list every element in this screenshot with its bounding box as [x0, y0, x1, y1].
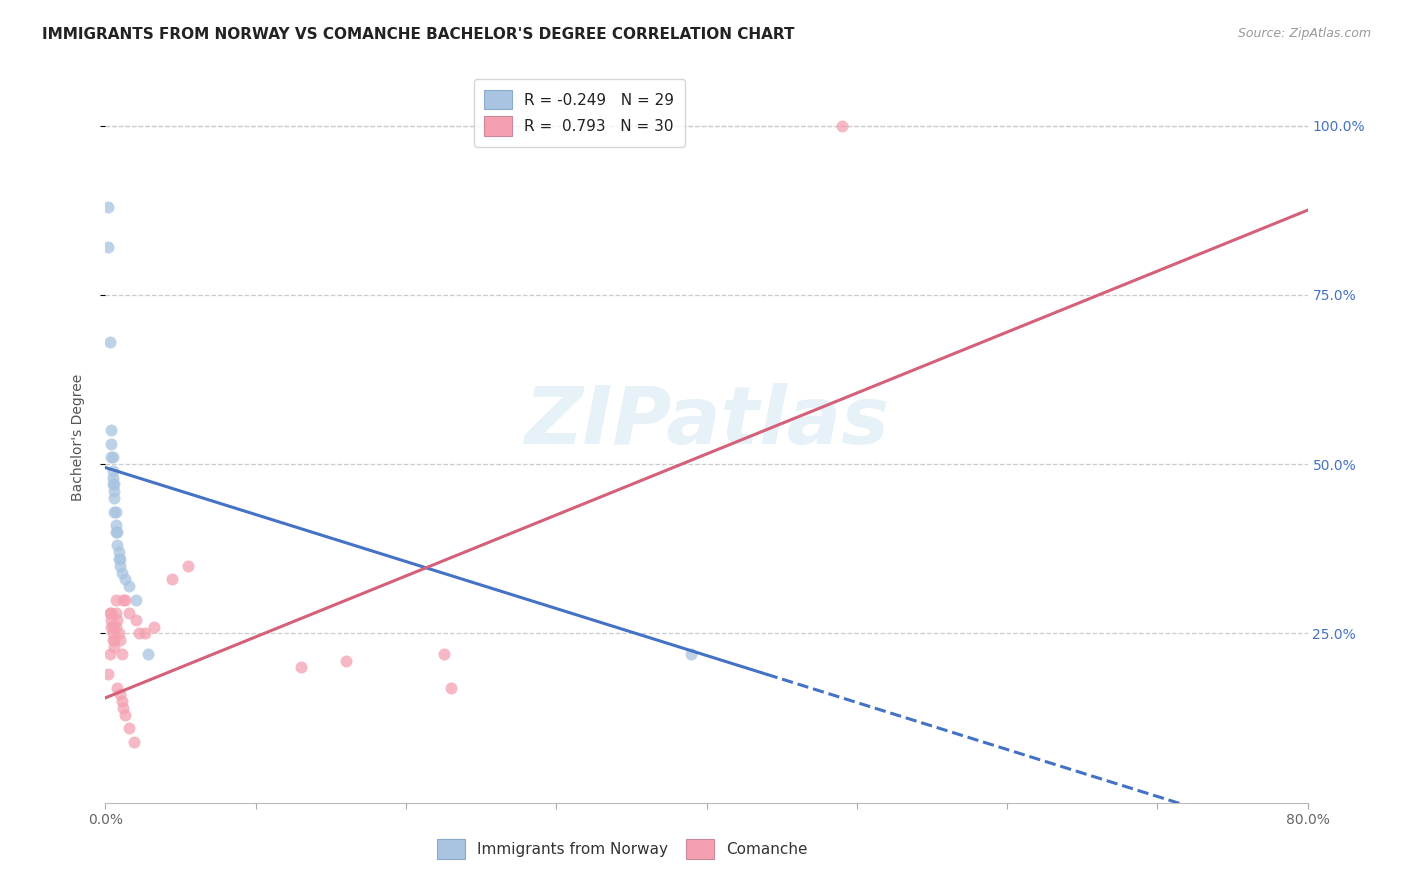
Y-axis label: Bachelor's Degree: Bachelor's Degree [70, 374, 84, 500]
Point [104, 606, 127, 620]
Point [97, 200, 120, 214]
Point [104, 505, 127, 519]
Point [122, 735, 145, 749]
Point [112, 592, 135, 607]
Point [110, 558, 132, 573]
Point [101, 450, 124, 465]
Point [440, 681, 463, 695]
Point [114, 592, 136, 607]
Point [97, 667, 120, 681]
Point [100, 620, 122, 634]
Point [432, 647, 454, 661]
Point [100, 613, 122, 627]
Point [103, 633, 125, 648]
Point [100, 437, 122, 451]
Point [100, 423, 122, 437]
Point [107, 538, 129, 552]
Point [110, 552, 132, 566]
Legend: Immigrants from Norway, Comanche: Immigrants from Norway, Comanche [432, 833, 814, 864]
Point [107, 613, 129, 627]
Point [108, 552, 131, 566]
Point [98, 335, 121, 350]
Point [111, 647, 134, 661]
Point [107, 524, 129, 539]
Point [98, 606, 121, 620]
Point [108, 626, 131, 640]
Point [134, 626, 156, 640]
Point [97, 240, 120, 254]
Point [103, 477, 125, 491]
Point [124, 592, 146, 607]
Point [101, 464, 124, 478]
Point [103, 484, 125, 499]
Text: ZIPatlas: ZIPatlas [524, 384, 889, 461]
Point [103, 491, 125, 505]
Point [177, 558, 200, 573]
Point [101, 477, 124, 491]
Point [108, 545, 131, 559]
Point [101, 471, 124, 485]
Point [831, 119, 853, 133]
Text: IMMIGRANTS FROM NORWAY VS COMANCHE BACHELOR'S DEGREE CORRELATION CHART: IMMIGRANTS FROM NORWAY VS COMANCHE BACHE… [42, 27, 794, 42]
Point [681, 647, 703, 661]
Point [124, 613, 146, 627]
Point [110, 633, 132, 648]
Text: Source: ZipAtlas.com: Source: ZipAtlas.com [1237, 27, 1371, 40]
Point [118, 606, 141, 620]
Point [104, 592, 127, 607]
Point [290, 660, 312, 674]
Point [111, 694, 134, 708]
Point [335, 654, 357, 668]
Point [103, 505, 125, 519]
Point [111, 566, 134, 580]
Point [100, 606, 122, 620]
Point [136, 647, 159, 661]
Point [114, 572, 136, 586]
Point [101, 633, 124, 648]
Point [128, 626, 150, 640]
Point [142, 620, 165, 634]
Point [118, 721, 141, 735]
Point [110, 688, 132, 702]
Point [114, 707, 136, 722]
Point [100, 450, 122, 465]
Point [104, 524, 127, 539]
Point [103, 640, 125, 654]
Point [101, 620, 124, 634]
Point [104, 620, 127, 634]
Point [104, 518, 127, 533]
Point [98, 647, 121, 661]
Point [112, 701, 135, 715]
Point [107, 681, 129, 695]
Point [160, 572, 183, 586]
Point [101, 626, 124, 640]
Point [118, 579, 141, 593]
